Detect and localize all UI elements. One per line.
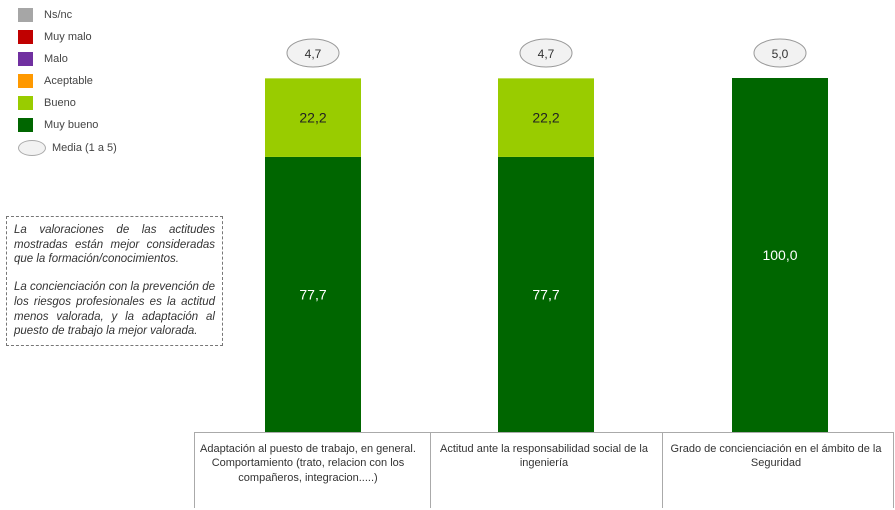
legend-item-muy-bueno: Muy bueno <box>18 114 117 136</box>
legend-label-aceptable: Aceptable <box>44 75 93 87</box>
note-paragraph-1: La valoraciones de las actitudes mostrad… <box>14 224 215 266</box>
bar-segment-muy-bueno-1 <box>265 156 361 432</box>
mean-ellipse-3 <box>753 38 807 68</box>
legend-label-media: Media (1 a 5) <box>52 142 117 154</box>
legend-swatch-bueno <box>18 96 33 110</box>
legend: Ns/nc Muy malo Malo Aceptable Bueno Muy … <box>18 4 117 156</box>
data-label-muy-bueno-2: 77,7 <box>532 286 559 302</box>
legend-label-ns-nc: Ns/nc <box>44 9 73 21</box>
data-label-muy-bueno-1: 77,7 <box>299 286 326 302</box>
legend-label-muy-malo: Muy malo <box>44 31 92 43</box>
mean-label-3: 5,0 <box>772 47 789 61</box>
legend-item-muy-malo: Muy malo <box>18 26 117 48</box>
bar-segment-muy-bueno-2 <box>498 156 594 432</box>
data-label-muy-bueno-3: 100,0 <box>762 247 797 263</box>
category-label-1: Adaptación al puesto de trabajo, en gene… <box>200 443 416 484</box>
legend-swatch-muy-malo <box>18 30 33 44</box>
bar-segment-bueno-1 <box>265 78 361 157</box>
legend-label-bueno: Bueno <box>44 97 76 109</box>
legend-item-bueno: Bueno <box>18 92 117 114</box>
legend-swatch-malo <box>18 52 33 66</box>
category-label-3: Grado de concienciación en el ámbito de … <box>670 443 882 470</box>
bar-segment-bueno-2 <box>498 78 594 157</box>
legend-swatch-ns-nc <box>18 8 33 22</box>
mean-label-1: 4,7 <box>305 47 322 61</box>
mean-ellipse-2 <box>519 38 573 68</box>
category-label-2: Actitud ante la responsabilidad social d… <box>440 443 648 470</box>
legend-item-aceptable: Aceptable <box>18 70 117 92</box>
annotation-note: La valoraciones de las actitudes mostrad… <box>6 216 223 347</box>
legend-swatch-aceptable <box>18 74 33 88</box>
mean-ellipse-1 <box>286 38 340 68</box>
legend-item-malo: Malo <box>18 48 117 70</box>
legend-swatch-muy-bueno <box>18 118 33 132</box>
mean-label-2: 4,7 <box>538 47 555 61</box>
legend-item-media: Media (1 a 5) <box>18 140 117 156</box>
data-label-bueno-2: 22,2 <box>532 110 559 126</box>
legend-item-ns-nc: Ns/nc <box>18 4 117 26</box>
legend-label-muy-bueno: Muy bueno <box>44 119 99 131</box>
note-paragraph-2: La concienciación con la prevención de l… <box>14 281 215 338</box>
bar-segment-muy-bueno-3 <box>732 78 828 432</box>
media-ellipse-icon <box>18 140 46 156</box>
data-label-bueno-1: 22,2 <box>299 110 326 126</box>
legend-label-malo: Malo <box>44 53 68 65</box>
